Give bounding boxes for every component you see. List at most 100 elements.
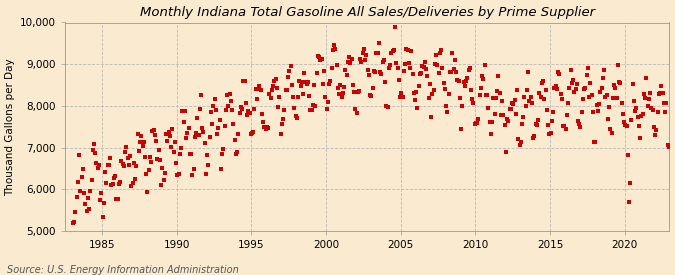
Point — [230, 138, 240, 142]
Point — [502, 116, 512, 121]
Point — [178, 120, 189, 125]
Point — [311, 70, 322, 75]
Point — [342, 60, 353, 64]
Point — [294, 78, 304, 83]
Point — [487, 120, 497, 124]
Point — [646, 105, 657, 110]
Point — [208, 104, 219, 108]
Point — [107, 182, 118, 186]
Point — [249, 107, 260, 111]
Point — [279, 108, 290, 112]
Point — [427, 92, 438, 97]
Point — [394, 78, 404, 82]
Point — [110, 174, 121, 178]
Point — [333, 86, 344, 90]
Point — [192, 116, 202, 120]
Point — [156, 182, 167, 187]
Point — [298, 92, 308, 96]
Point — [534, 90, 545, 95]
Point — [438, 81, 449, 85]
Point — [134, 139, 145, 144]
Point — [317, 57, 327, 62]
Point — [119, 150, 130, 154]
Point — [190, 134, 200, 139]
Point — [310, 104, 321, 108]
Point — [641, 76, 652, 80]
Point — [225, 99, 236, 104]
Point — [256, 112, 267, 116]
Point — [391, 60, 402, 65]
Point — [171, 161, 182, 165]
Point — [551, 86, 562, 91]
Point — [537, 81, 547, 85]
Point — [443, 92, 454, 96]
Point — [71, 195, 82, 199]
Point — [138, 140, 149, 145]
Point — [140, 155, 151, 160]
Point — [451, 70, 462, 74]
Point — [439, 87, 450, 92]
Point — [611, 96, 622, 100]
Point — [218, 146, 229, 151]
Point — [545, 131, 556, 136]
Point — [180, 109, 190, 114]
Point — [525, 95, 536, 99]
Point — [472, 121, 483, 125]
Point — [568, 78, 578, 82]
Point — [265, 95, 276, 100]
Point — [433, 70, 444, 75]
Point — [301, 82, 312, 86]
Point — [497, 99, 508, 103]
Point — [376, 72, 387, 76]
Point — [271, 86, 282, 90]
Point — [420, 60, 431, 64]
Point — [344, 55, 354, 59]
Point — [267, 88, 277, 92]
Point — [103, 163, 113, 167]
Point — [469, 122, 480, 127]
Point — [117, 162, 128, 166]
Point — [333, 92, 344, 96]
Point — [130, 177, 140, 181]
Point — [122, 156, 133, 160]
Point — [571, 81, 582, 86]
Point — [239, 79, 250, 83]
Point — [228, 122, 239, 126]
Point — [377, 59, 388, 64]
Point — [74, 153, 84, 158]
Point — [355, 57, 366, 62]
Point — [324, 82, 335, 86]
Point — [539, 97, 550, 101]
Point — [601, 92, 612, 97]
Point — [99, 200, 109, 205]
Point — [429, 61, 440, 66]
Point — [570, 86, 581, 91]
Point — [82, 196, 93, 200]
Point — [315, 57, 326, 62]
Point — [336, 95, 347, 99]
Point — [448, 67, 459, 71]
Point — [116, 158, 127, 163]
Point — [308, 102, 319, 107]
Point — [593, 108, 603, 113]
Point — [509, 98, 520, 103]
Point — [172, 173, 183, 177]
Point — [574, 122, 585, 126]
Point — [306, 108, 317, 112]
Point — [373, 51, 383, 56]
Point — [558, 123, 568, 128]
Point — [159, 171, 170, 175]
Point — [379, 58, 389, 63]
Point — [634, 136, 645, 140]
Point — [375, 70, 385, 75]
Point — [331, 63, 342, 67]
Point — [615, 81, 626, 85]
Point — [515, 140, 526, 144]
Point — [166, 145, 177, 150]
Point — [246, 131, 257, 136]
Point — [232, 150, 242, 154]
Point — [597, 76, 608, 80]
Point — [504, 107, 515, 111]
Point — [401, 47, 412, 51]
Point — [153, 148, 164, 152]
